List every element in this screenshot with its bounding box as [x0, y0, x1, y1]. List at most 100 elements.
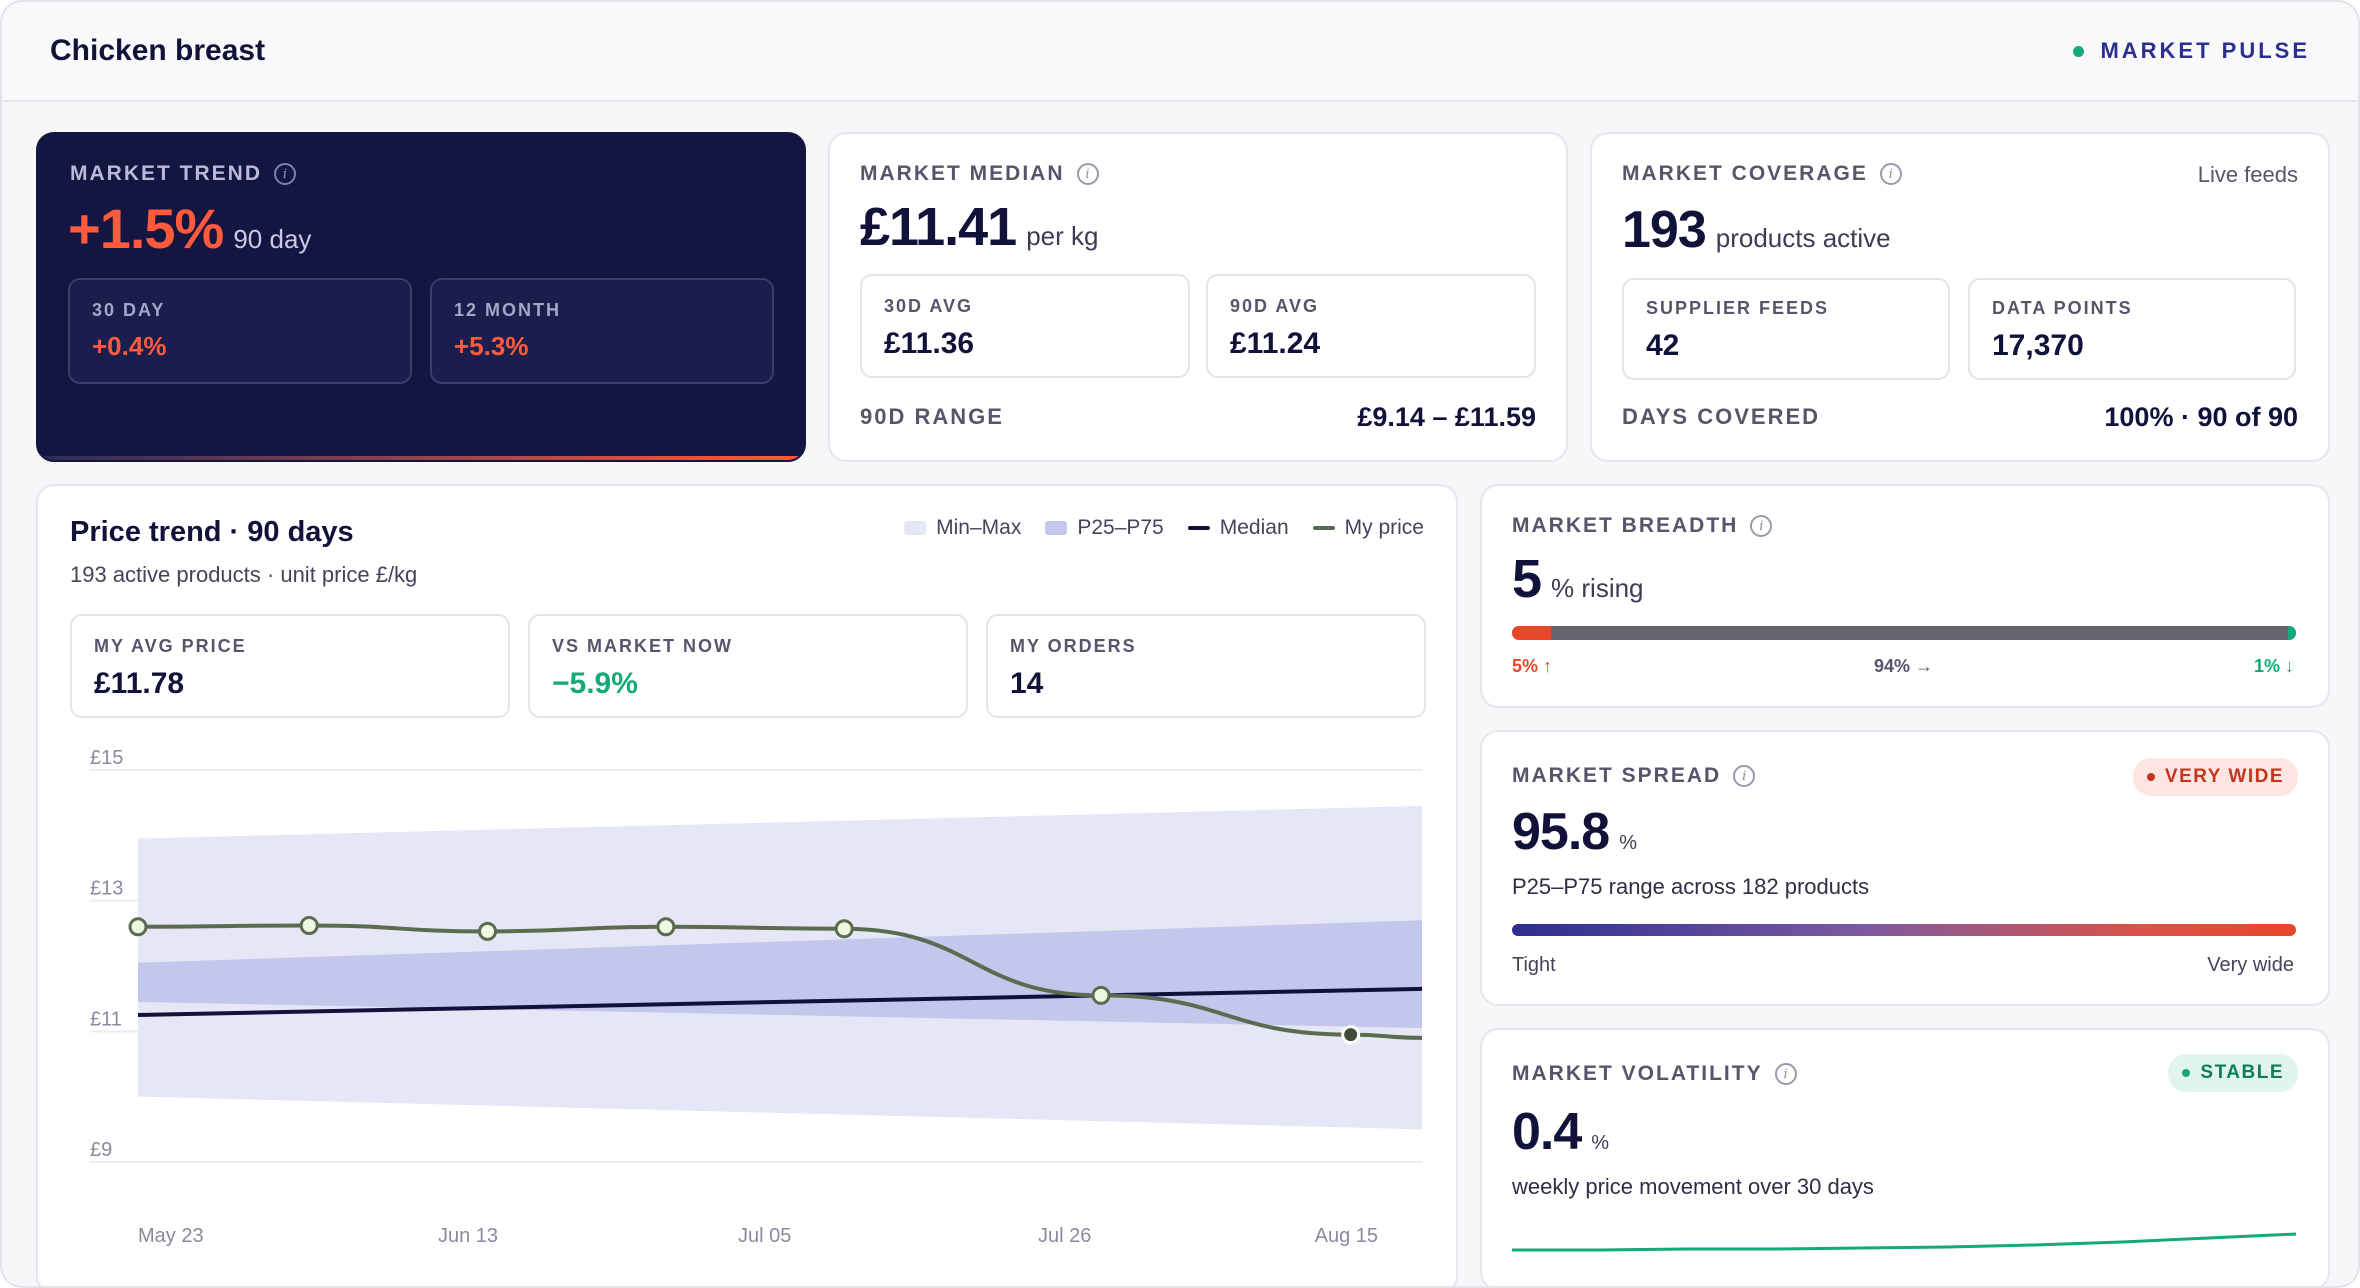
legend-median-label: Median — [1219, 516, 1289, 539]
market-coverage-label: MARKET COVERAGE i — [1622, 162, 1902, 186]
market-volatility-label-text: MARKET VOLATILITY — [1512, 1062, 1763, 1085]
median-90d-box: 90D AVG £11.24 — [1206, 274, 1536, 378]
market-median-label-text: MARKET MEDIAN — [860, 162, 1065, 185]
breadth-rising-segment — [1512, 626, 1552, 640]
legend-line-icon — [1187, 526, 1210, 530]
my-price-line — [137, 923, 1423, 1040]
legend-median[interactable]: Median — [1187, 516, 1289, 540]
market-trend-card: MARKET TREND i +1.5% 90 day 30 DAY +0.4%… — [36, 132, 806, 462]
price-trend-chart[interactable]: £15 £13 £11 £9 May 23 Jun 13 Jul 05 Jul 26 Aug 1… — [38, 734, 1458, 1288]
market-spread-unit: % — [1619, 832, 1638, 854]
supplier-feeds-box: SUPPLIER FEEDS 42 — [1622, 278, 1950, 380]
market-breadth-value-row: 5 % rising — [1512, 548, 1644, 610]
breadth-flat-segment — [1551, 626, 2289, 640]
vs-market-box: VS MARKET NOW −5.9% — [528, 614, 968, 718]
info-icon[interactable]: i — [1750, 515, 1773, 537]
vs-market-label: VS MARKET NOW — [552, 636, 733, 656]
breadth-rising-label: 5% ↑ — [1512, 656, 1553, 676]
info-icon[interactable]: i — [1879, 163, 1902, 185]
breadth-falling-label: 1% ↓ — [2253, 656, 2294, 676]
legend-swatch-icon — [904, 521, 927, 535]
market-volatility-label: MARKET VOLATILITY i — [1512, 1062, 1797, 1086]
market-coverage-unit: products active — [1715, 223, 1891, 253]
my-price-point — [656, 917, 676, 937]
legend-minmax-label: Min–Max — [936, 516, 1022, 539]
market-trend-period: 90 day — [233, 224, 312, 254]
legend-p25-p75[interactable]: P25–P75 — [1045, 516, 1164, 540]
trend-30day-value: +0.4% — [92, 331, 167, 361]
market-median-label: MARKET MEDIAN i — [860, 162, 1099, 186]
median-range-label: 90D RANGE — [860, 404, 1004, 429]
my-price-point — [478, 921, 498, 941]
my-orders-label: MY ORDERS — [1010, 636, 1137, 656]
market-pulse-label: MARKET PULSE — [2100, 38, 2310, 63]
my-price-point — [299, 915, 319, 935]
info-icon[interactable]: i — [274, 163, 296, 185]
y-tick-label: £15 — [90, 747, 123, 769]
legend-line-icon — [1312, 526, 1335, 530]
median-90d-value: £11.24 — [1230, 327, 1321, 360]
market-volatility-desc: weekly price movement over 30 days — [1512, 1174, 1874, 1199]
days-covered-label: DAYS COVERED — [1622, 404, 1821, 429]
badge-dot-icon — [2182, 1069, 2191, 1077]
price-trend-card: Price trend · 90 days 193 active product… — [36, 484, 1458, 1288]
volatility-sparkline — [1512, 1232, 2297, 1252]
trend-12month-label: 12 MONTH — [454, 300, 562, 320]
market-spread-value-row: 95.8 % — [1512, 802, 1637, 862]
spread-gradient-bar — [1512, 924, 2296, 936]
market-volatility-unit: % — [1591, 1132, 1610, 1154]
supplier-feeds-value: 42 — [1646, 329, 1680, 362]
price-trend-title: Price trend · 90 days — [70, 516, 354, 548]
market-spread-card: MARKET SPREAD i VERY WIDE 95.8 % P25–P75… — [1480, 730, 2330, 1006]
volatility-sparkline-path — [1512, 1232, 2297, 1252]
market-trend-value: +1.5% — [68, 197, 224, 260]
y-tick-label: £11 — [90, 1008, 122, 1030]
y-tick-label: £9 — [90, 1139, 112, 1161]
x-tick-label: Jul 26 — [1038, 1225, 1091, 1247]
x-tick-label: May 23 — [138, 1225, 204, 1247]
market-trend-value-row: +1.5% 90 day — [68, 196, 311, 261]
legend-p25-p75-label: P25–P75 — [1077, 516, 1164, 539]
market-coverage-label-text: MARKET COVERAGE — [1622, 162, 1868, 185]
info-icon[interactable]: i — [1774, 1063, 1797, 1085]
market-median-unit: per kg — [1026, 221, 1099, 251]
market-median-value: £11.41 — [860, 197, 1017, 257]
days-covered-value: 100% · 90 of 90 — [2104, 402, 2298, 432]
x-tick-label: Jun 13 — [438, 1225, 498, 1247]
legend-minmax[interactable]: Min–Max — [904, 516, 1021, 540]
my-price-point — [1341, 1025, 1361, 1045]
spread-badge-text: VERY WIDE — [2164, 766, 2284, 787]
market-trend-label: MARKET TREND i — [70, 162, 296, 186]
vs-market-value: −5.9% — [552, 667, 638, 700]
legend-swatch-icon — [1045, 521, 1068, 535]
my-avg-price-box: MY AVG PRICE £11.78 — [70, 614, 510, 718]
spread-status-badge: VERY WIDE — [2132, 758, 2298, 796]
info-icon[interactable]: i — [1733, 765, 1756, 787]
trend-12month-value: +5.3% — [454, 331, 529, 361]
y-tick-label: £13 — [90, 878, 123, 900]
market-breadth-label-text: MARKET BREADTH — [1512, 514, 1739, 537]
market-pulse-link[interactable]: MARKET PULSE — [2073, 38, 2310, 64]
market-spread-label-text: MARKET SPREAD — [1512, 764, 1722, 787]
market-trend-label-text: MARKET TREND — [70, 162, 262, 185]
trend-12month-box: 12 MONTH +5.3% — [430, 278, 774, 384]
trend-30day-label: 30 DAY — [92, 300, 166, 320]
legend-my-price[interactable]: My price — [1312, 516, 1424, 540]
trend-30day-box: 30 DAY +0.4% — [68, 278, 412, 384]
info-icon[interactable]: i — [1076, 163, 1099, 185]
trend-accent-line — [38, 456, 804, 460]
market-coverage-value: 193 — [1622, 201, 1707, 259]
live-feeds-label: Live feeds — [2197, 162, 2298, 187]
data-points-value: 17,370 — [1992, 329, 2084, 362]
spread-right-label: Very wide — [2207, 954, 2294, 976]
median-90d-label: 90D AVG — [1230, 296, 1320, 316]
page-title: Chicken breast — [50, 34, 266, 67]
data-points-box: DATA POINTS 17,370 — [1968, 278, 2296, 380]
market-breadth-value: 5 — [1512, 549, 1542, 609]
market-coverage-card: MARKET COVERAGE i Live feeds 193 product… — [1590, 132, 2330, 462]
median-30d-label: 30D AVG — [884, 296, 974, 316]
chart-legend: Min–Max P25–P75 Median My price — [904, 516, 1424, 540]
breadth-falling-segment — [2288, 626, 2296, 640]
market-breadth-label: MARKET BREADTH i — [1512, 514, 1773, 538]
